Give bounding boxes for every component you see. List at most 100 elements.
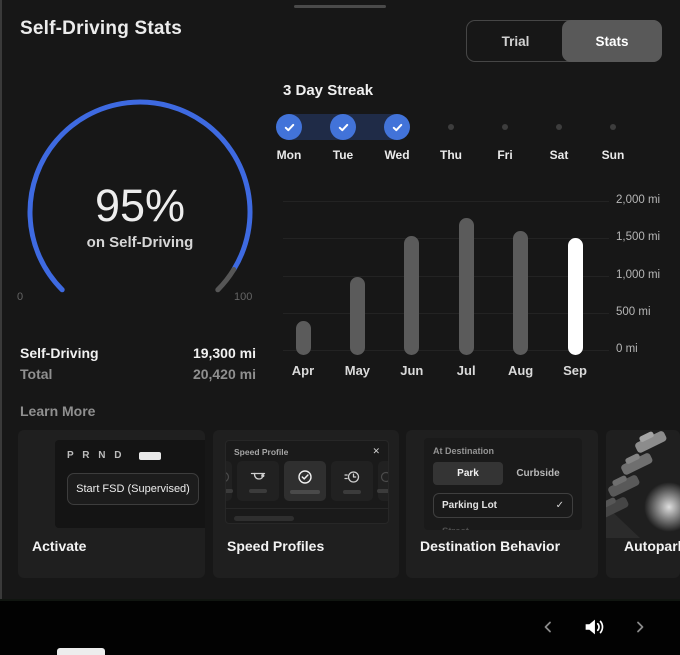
x-axis-label-aug: Aug: [507, 363, 534, 378]
bar-sep: [567, 238, 583, 355]
dock-separator: [0, 599, 680, 601]
inactive-day-dot-icon: [448, 124, 454, 130]
tile-label-placeholder: [377, 488, 388, 493]
chevron-left-icon[interactable]: [540, 619, 556, 635]
day-label: Thu: [440, 148, 462, 162]
y-axis-tick-label: 500 mi: [616, 305, 651, 318]
learn-more-title: Learn More: [20, 403, 96, 419]
prnd-labels: P R N D: [67, 450, 125, 461]
headlight-glow: [642, 480, 680, 534]
streak-title: 3 Day Streak: [283, 82, 374, 99]
day-unchecked-area: [478, 112, 532, 142]
bar-may: [349, 276, 365, 355]
destination-preview: At Destination Park Curbside Parking Lot…: [424, 438, 582, 530]
day-label: Wed: [384, 148, 410, 162]
street-option: Street: [442, 526, 573, 530]
chart-gridline: [283, 275, 609, 277]
check-icon: ✓: [555, 500, 564, 511]
card-destination-behavior-label: Destination Behavior: [420, 538, 561, 554]
chart-gridline: [283, 350, 609, 351]
segment-curbside: Curbside: [516, 468, 560, 479]
hurry-clock-icon: [344, 469, 360, 485]
overall-total-label: Total: [20, 365, 53, 382]
streak-days: Mon Tue Wed Thu Fri Sat Sun: [262, 112, 652, 170]
day-unchecked-area: [424, 112, 478, 142]
gauge-arc-remainder: [215, 267, 237, 293]
parking-dropdown: Parking Lot ✓: [433, 493, 573, 518]
x-axis-label-sep: Sep: [563, 363, 587, 378]
page-title: Self-Driving Stats: [20, 18, 182, 39]
streak-day-tue: Tue: [316, 112, 370, 162]
white-popup-edge: [57, 648, 105, 655]
y-axis-tick-label: 0 mi: [616, 343, 638, 355]
park-curbside-segments: Park Curbside: [433, 462, 573, 485]
self-driving-gauge: [18, 97, 262, 309]
tile-label-placeholder: [343, 489, 361, 494]
card-activate-label: Activate: [32, 538, 87, 554]
trial-stats-toggle: Trial Stats: [466, 20, 662, 62]
activate-preview: P R N D Start FSD (Supervised): [55, 440, 205, 528]
divider: [226, 508, 388, 509]
chart-gridline: [283, 312, 609, 314]
bar-jul: [458, 217, 474, 355]
day-checked-area: [316, 112, 370, 142]
screen-left-edge: [0, 0, 2, 601]
speed-profile-dialog-title: Speed Profile: [234, 446, 289, 457]
speed-profile-preview: Speed Profile ✕: [225, 440, 389, 524]
gear-indicator: P R N D: [67, 450, 193, 461]
day-label: Tue: [332, 148, 354, 162]
app-dock: [0, 601, 680, 655]
day-label: Sun: [601, 148, 625, 162]
chart-gridline: [283, 201, 609, 202]
bar-aug: [513, 230, 529, 355]
day-label: Sat: [549, 148, 569, 162]
x-axis-label-jun: Jun: [400, 363, 424, 378]
inactive-day-dot-icon: [610, 124, 616, 130]
gauge-max-label: 100: [234, 291, 253, 303]
day-label: Mon: [276, 148, 302, 162]
chevron-right-icon[interactable]: [632, 619, 648, 635]
speed-profile-tile: [377, 461, 388, 501]
parking-dropdown-value: Parking Lot: [442, 500, 498, 511]
streak-day-mon: Mon: [262, 112, 316, 162]
inactive-day-dot-icon: [502, 124, 508, 130]
mileage-totals: Self-Driving 19,300 mi Total 20,420 mi: [20, 342, 256, 384]
tile-label-placeholder: [249, 488, 267, 493]
card-destination-behavior[interactable]: At Destination Park Curbside Parking Lot…: [406, 430, 598, 578]
inactive-day-dot-icon: [556, 124, 562, 130]
card-activate[interactable]: P R N D Start FSD (Supervised) Activate: [18, 430, 205, 578]
tile-label-placeholder: [226, 488, 233, 493]
volume-icon[interactable]: [581, 614, 607, 640]
streak-day-sun: Sun: [586, 112, 640, 162]
check-icon: [384, 114, 410, 140]
self-driving-total-row: Self-Driving 19,300 mi: [20, 342, 256, 363]
stats-sheet: Self-Driving Stats Trial Stats 95% on Se…: [0, 0, 680, 601]
self-driving-total-label: Self-Driving: [20, 344, 99, 361]
day-unchecked-area: [586, 112, 640, 142]
tile-label-placeholder: [290, 489, 320, 494]
gauge-percentage: 95%: [94, 180, 186, 231]
slider-placeholder: [234, 516, 294, 521]
close-icon: ✕: [372, 446, 380, 456]
card-speed-profiles-label: Speed Profiles: [227, 538, 325, 554]
speed-profile-tile: [237, 461, 279, 501]
card-autopark[interactable]: Autopark: [606, 430, 680, 578]
sheet-drag-handle[interactable]: [294, 5, 386, 8]
x-axis-label-may: May: [344, 363, 371, 378]
day-unchecked-area: [532, 112, 586, 142]
selected-check-icon: [297, 469, 313, 485]
streak-day-sat: Sat: [532, 112, 586, 162]
card-speed-profiles[interactable]: Speed Profile ✕ Speed Profiles: [213, 430, 399, 578]
y-axis-tick-label: 2,000 mi: [616, 194, 661, 206]
chart-gridline: [283, 238, 609, 240]
self-driving-total-value: 19,300 mi: [192, 344, 256, 361]
y-axis-tick-label: 1,000 mi: [616, 268, 661, 281]
bar-jun: [404, 236, 420, 355]
tab-stats[interactable]: Stats: [562, 20, 662, 62]
x-axis-label-jul: Jul: [456, 363, 476, 378]
chill-sloth-icon: [250, 470, 266, 484]
check-icon: [330, 114, 356, 140]
tab-trial[interactable]: Trial: [501, 33, 530, 49]
start-fsd-button: Start FSD (Supervised): [67, 473, 199, 505]
check-icon: [276, 114, 302, 140]
